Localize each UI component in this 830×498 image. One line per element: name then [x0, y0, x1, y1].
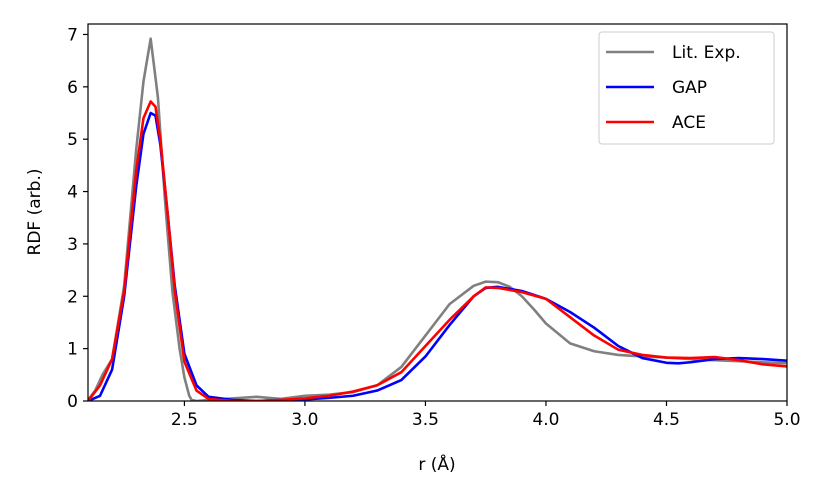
- legend: Lit. Exp. GAP ACE: [598, 31, 775, 145]
- x-axis-label: r (Å): [418, 453, 455, 475]
- legend-box: [598, 31, 775, 145]
- x-tick-label: 3.0: [291, 410, 318, 430]
- x-tick-label: 2.5: [171, 410, 198, 430]
- x-tick-label: 5.0: [773, 410, 800, 430]
- y-tick-label: 7: [67, 25, 78, 45]
- y-tick-label: 2: [67, 287, 78, 307]
- y-axis-label: RDF (arb.): [25, 169, 45, 256]
- plot-frame: [87, 23, 788, 402]
- y-tick-label: 1: [67, 340, 78, 360]
- x-tick-label: 4.5: [653, 410, 680, 430]
- legend-label: GAP: [672, 78, 707, 98]
- series-layer: [88, 37, 787, 401]
- y-tick-label: 3: [67, 235, 78, 255]
- legend-entries: Lit. Exp. GAP ACE: [606, 43, 741, 133]
- series-line-2: [88, 100, 787, 401]
- ticks-layer: 2.5 3.0 3.5 4.0 4.5 5.0 0 1 2 3 4 5 6 7: [67, 25, 800, 430]
- legend-label: ACE: [672, 113, 706, 133]
- x-tick-label: 4.0: [532, 410, 559, 430]
- y-tick-label: 6: [67, 78, 78, 98]
- y-tick-label: 0: [67, 392, 78, 412]
- x-tick-label: 3.5: [412, 410, 439, 430]
- y-tick-label: 5: [67, 130, 78, 150]
- series-line-1: [88, 111, 787, 401]
- y-tick-label: 4: [67, 183, 78, 203]
- legend-label: Lit. Exp.: [672, 43, 741, 63]
